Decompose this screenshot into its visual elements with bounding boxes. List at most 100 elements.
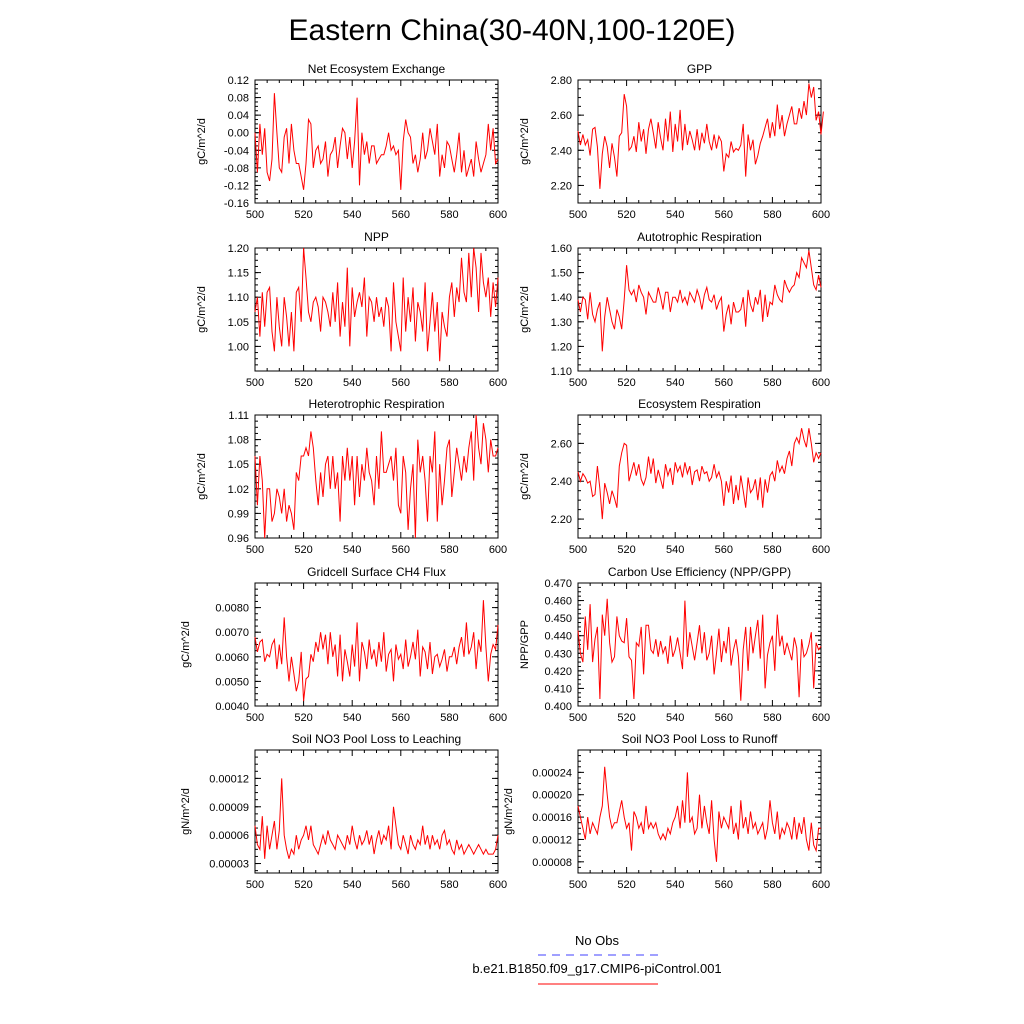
x-tick-label: 560 [715,712,733,724]
series-line [254,247,499,362]
series-line [577,250,822,352]
x-tick-label: 540 [666,712,684,724]
y-tick-label: 1.10 [551,366,572,378]
y-axis-label: gC/m^2/d [196,453,208,500]
y-tick-label: 1.40 [551,292,572,304]
y-tick-label: 2.40 [551,476,572,488]
y-tick-label: 0.460 [544,596,572,608]
panels-grid: Net Ecosystem Exchange 500 520 540 560 580 600… [180,62,830,891]
x-tick-label: 560 [392,209,410,221]
x-tick-label: 560 [715,544,733,556]
y-tick-label: 2.40 [551,145,572,157]
y-axis-label: gC/m^2/d [180,621,192,668]
x-tick-label: 580 [763,544,781,556]
panel-npp: NPP 500 520 540 560 580 600 1.20 1.15 1.10 1.05 1.0… [196,230,507,389]
y-tick-label: 0.00008 [532,857,572,869]
y-tick-label: 0.96 [228,533,249,545]
x-tick-label: 500 [246,377,264,389]
x-tick-label: 520 [294,209,312,221]
y-tick-label: 0.00 [228,128,249,140]
y-tick-label: 1.10 [228,292,249,304]
plot-frame [254,79,499,204]
y-tick-label: 0.470 [544,578,572,590]
x-tick-label: 600 [489,712,507,724]
plot-frame [577,247,822,372]
panel-soil-no3-pool-loss-to-leaching: Soil NO3 Pool Loss to Leaching 500 520 540 5… [180,732,507,891]
x-tick-label: 500 [569,879,587,891]
y-tick-label: 0.00012 [209,773,249,785]
y-axis-label: gC/m^2/d [519,453,531,500]
y-tick-label: 0.00016 [532,812,572,824]
y-tick-label: 1.30 [551,317,572,329]
x-tick-label: 520 [294,544,312,556]
panel-title: Autotrophic Respiration [637,230,762,244]
y-tick-label: 2.60 [551,438,572,450]
x-tick-label: 540 [666,209,684,221]
plot-frame [577,414,822,539]
x-tick-label: 540 [666,377,684,389]
x-tick-label: 540 [343,209,361,221]
y-tick-label: 0.08 [228,93,249,105]
x-tick-label: 540 [343,377,361,389]
series-line [254,414,499,539]
series-line [577,766,821,862]
y-axis-label: gC/m^2/d [196,118,208,165]
panel-title: Heterotrophic Respiration [308,397,444,411]
x-tick-label: 580 [440,879,458,891]
x-tick-label: 600 [812,544,830,556]
x-tick-label: 580 [440,209,458,221]
legend: No Obs b.e21.B1850.f09_g17.CMIP6-piContr… [472,933,722,985]
y-tick-label: -0.08 [224,163,249,175]
y-tick-label: 1.11 [228,410,249,422]
y-tick-label: 0.04 [228,110,249,122]
x-tick-label: 520 [294,879,312,891]
panel-title: Net Ecosystem Exchange [308,62,446,76]
y-tick-label: 2.20 [551,514,572,526]
panel-soil-no3-pool-loss-to-runoff: Soil NO3 Pool Loss to Runoff 500 520 540 560… [503,732,830,891]
y-tick-label: 1.00 [228,341,249,353]
panel-net-ecosystem-exchange: Net Ecosystem Exchange 500 520 540 560 580 600… [196,62,507,221]
x-tick-label: 560 [392,879,410,891]
x-tick-label: 600 [489,209,507,221]
x-tick-label: 580 [763,209,781,221]
x-tick-label: 600 [489,377,507,389]
x-tick-label: 520 [294,712,312,724]
plot-frame [254,582,499,707]
x-tick-label: 600 [812,377,830,389]
x-tick-label: 560 [715,209,733,221]
y-tick-label: 1.20 [228,243,249,255]
x-tick-label: 520 [617,712,635,724]
y-tick-label: 0.99 [228,508,249,520]
x-tick-label: 500 [246,209,264,221]
y-tick-label: 0.400 [544,701,572,713]
y-tick-label: 1.08 [228,435,249,447]
y-axis-label: NPP/GPP [519,620,531,669]
y-tick-label: 1.15 [228,268,249,280]
x-tick-label: 600 [489,544,507,556]
panel-ecosystem-respiration: Ecosystem Respiration 500 520 540 560 580 600 2… [519,397,830,556]
x-tick-label: 560 [715,377,733,389]
x-tick-label: 520 [617,377,635,389]
y-tick-label: 1.05 [228,317,249,329]
x-tick-label: 580 [440,712,458,724]
panel-title: Carbon Use Efficiency (NPP/GPP) [608,565,791,579]
y-tick-label: 0.00009 [209,802,249,814]
x-tick-label: 600 [812,209,830,221]
x-tick-label: 500 [569,544,587,556]
series-line [577,83,824,189]
panel-gpp: GPP 500 520 540 560 580 600 2.80 2.60 2.40 2.20 gC/… [519,62,830,221]
x-tick-label: 540 [666,544,684,556]
legend-label-model: b.e21.B1850.f09_g17.CMIP6-piControl.001 [472,961,721,976]
y-tick-label: 1.50 [551,268,572,280]
x-tick-label: 500 [569,712,587,724]
x-tick-label: 580 [440,544,458,556]
x-tick-label: 500 [246,544,264,556]
panel-title: Soil NO3 Pool Loss to Runoff [622,732,779,746]
x-tick-label: 500 [246,879,264,891]
x-tick-label: 600 [489,879,507,891]
x-tick-label: 560 [715,879,733,891]
panel-title: NPP [364,230,389,244]
x-tick-label: 500 [246,712,264,724]
y-axis-label: gC/m^2/d [196,286,208,333]
y-tick-label: 0.00006 [209,830,249,842]
